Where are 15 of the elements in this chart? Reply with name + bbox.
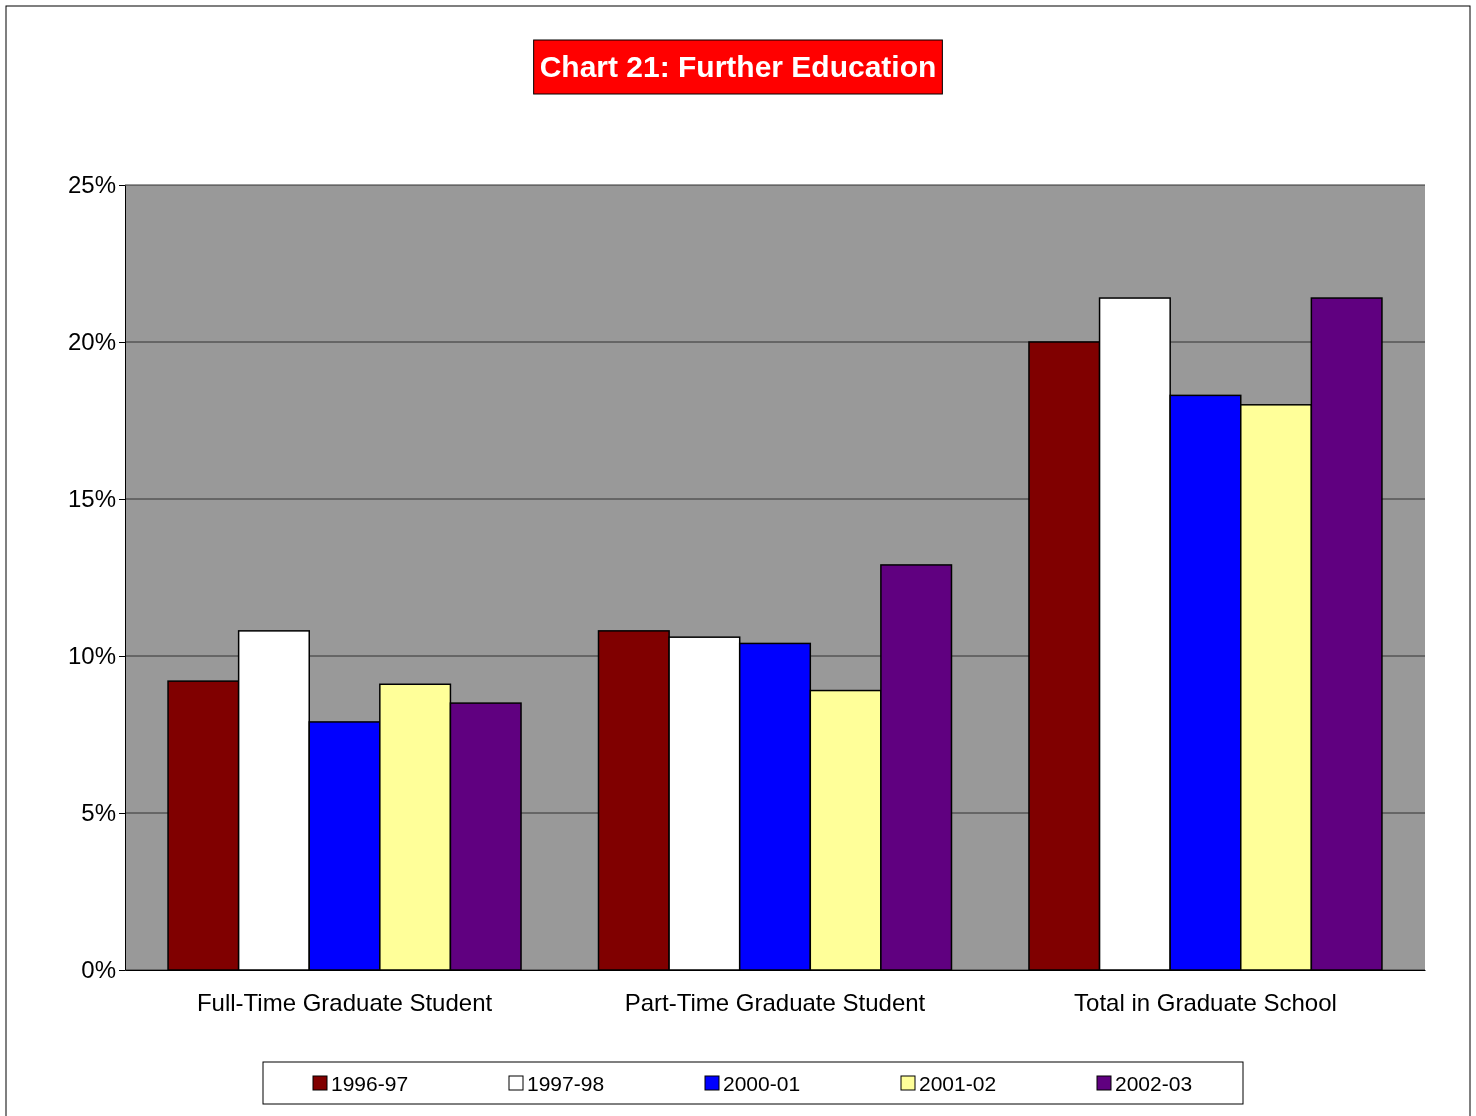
legend-label: 1997-98 xyxy=(527,1072,605,1095)
y-tick-label: 20% xyxy=(67,328,116,356)
y-tick-label: 15% xyxy=(67,485,116,513)
x-tick-label: Part-Time Graduate Student xyxy=(624,989,926,1017)
y-tick-label: 25% xyxy=(67,171,116,199)
y-tick-label: 5% xyxy=(81,799,116,827)
legend-label: 1996-97 xyxy=(331,1072,409,1095)
legend-label: 2001-02 xyxy=(919,1072,997,1095)
y-tick-label: 10% xyxy=(67,642,116,670)
y-tick-label: 0% xyxy=(81,956,116,984)
x-tick-label: Total in Graduate School xyxy=(1074,989,1337,1017)
legend-label: 2000-01 xyxy=(723,1072,801,1095)
x-tick-label: Full-Time Graduate Student xyxy=(196,989,493,1017)
chart-title: Chart 21: Further Education xyxy=(539,50,937,83)
legend-label: 2002-03 xyxy=(1115,1072,1193,1095)
